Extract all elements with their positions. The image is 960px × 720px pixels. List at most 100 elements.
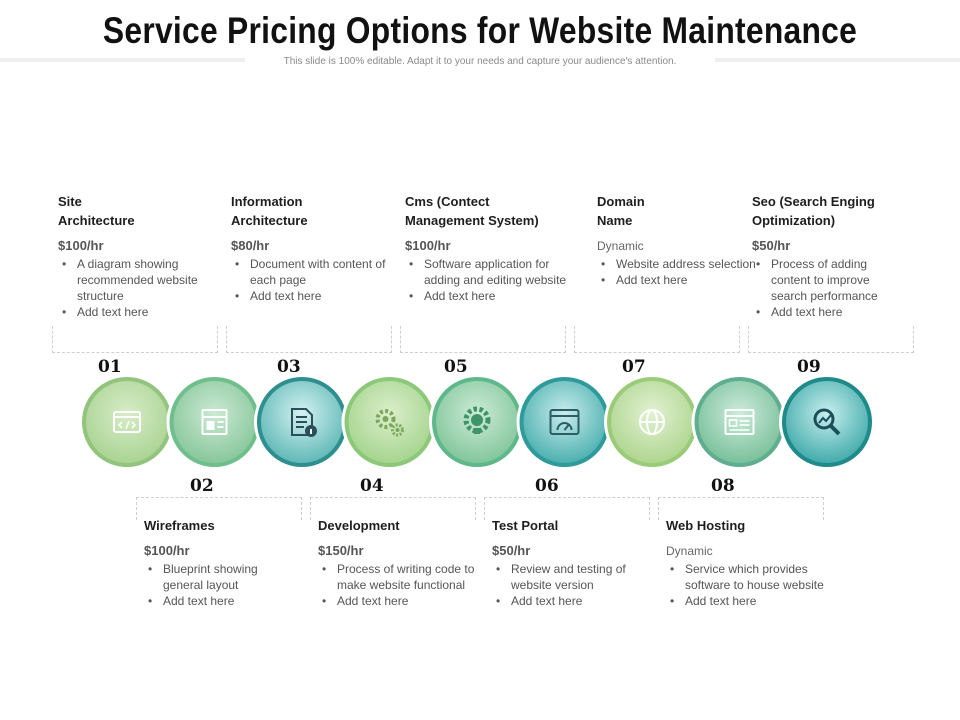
- list-item: Website address selection: [601, 256, 757, 272]
- step-number: 06: [535, 476, 559, 496]
- code-window-icon: [113, 411, 141, 433]
- wireframe-layout-icon: [201, 409, 228, 435]
- step-heading: Seo (Search Enging Optimization): [752, 194, 875, 228]
- list-item: Add text here: [148, 593, 304, 609]
- subtitle-rule-left: [0, 58, 245, 62]
- step-heading: Information Architecture: [231, 194, 308, 228]
- dashed-bracket: [136, 497, 302, 520]
- step-price: $100/hr: [144, 543, 190, 558]
- step-circle-07: [604, 374, 700, 470]
- step-circle-06: [516, 374, 613, 470]
- step-card-08: Web Hosting Dynamic Service which provid…: [666, 516, 826, 609]
- list-item: Review and testing of website version: [496, 561, 652, 593]
- list-item: Process of writing code to make website …: [322, 561, 478, 593]
- step-price: $50/hr: [492, 543, 531, 558]
- step-heading: Cms (Contect Management System): [405, 194, 539, 228]
- step-heading: Development: [318, 518, 400, 533]
- step-number: 02: [190, 476, 214, 496]
- list-item: Add text here: [601, 272, 757, 288]
- step-bullets: Software application for adding and edit…: [405, 256, 570, 304]
- step-circle-08: [691, 374, 788, 470]
- step-card-06: Test Portal $50/hr Review and testing of…: [492, 516, 652, 609]
- subtitle-rule-right: [715, 58, 960, 62]
- step-bullets: Process of adding content to improve sea…: [752, 256, 902, 320]
- dashed-bracket: [310, 497, 476, 520]
- step-price: $50/hr: [752, 238, 791, 253]
- browser-gauge-icon: [549, 409, 580, 435]
- circle-ring: [82, 377, 172, 467]
- step-heading: Test Portal: [492, 518, 559, 533]
- step-circle-09: [779, 374, 875, 470]
- step-card-02: Wireframes $100/hr Blueprint showing gen…: [144, 516, 304, 609]
- slide-title: Service Pricing Options for Website Main…: [102, 10, 858, 51]
- list-item: Add text here: [322, 593, 478, 609]
- step-bullets: Service which provides software to house…: [666, 561, 826, 609]
- list-item: Add text here: [670, 593, 826, 609]
- search-analytics-icon: [813, 408, 841, 436]
- step-price: $150/hr: [318, 543, 364, 558]
- circle-group: [79, 374, 875, 470]
- step-circle-01: [79, 374, 175, 470]
- list-item: Document with content of each page: [235, 256, 391, 288]
- step-heading: Wireframes: [144, 518, 215, 533]
- step-heading: Web Hosting: [666, 518, 746, 533]
- step-number: 09: [797, 357, 821, 377]
- step-circle-02: [166, 374, 263, 470]
- circle-ring: [782, 377, 872, 467]
- gears-icon: [375, 409, 404, 437]
- step-bullets: Blueprint showing general layout Add tex…: [144, 561, 304, 609]
- list-item: Add text here: [62, 304, 218, 320]
- list-item: Process of adding content to improve sea…: [756, 256, 902, 304]
- list-item: Add text here: [409, 288, 570, 304]
- step-heading: Site Architecture: [58, 194, 135, 228]
- dashed-bracket: [226, 326, 392, 353]
- step-price: Dynamic: [666, 544, 713, 558]
- step-bullets: Process of writing code to make website …: [318, 561, 478, 609]
- dashed-bracket: [52, 326, 218, 353]
- step-bullets: Website address selection Add text here: [597, 256, 757, 288]
- step-number: 05: [444, 357, 468, 377]
- list-item: Add text here: [235, 288, 391, 304]
- step-bullets: Review and testing of website version Ad…: [492, 561, 652, 609]
- circle-ring: [344, 377, 435, 467]
- step-circle-04: [341, 374, 438, 470]
- step-card-04: Development $150/hr Process of writing c…: [318, 516, 478, 609]
- list-item: Add text here: [756, 304, 902, 320]
- step-bullets: A diagram showing recommended website st…: [58, 256, 218, 320]
- step-circle-03: [254, 374, 350, 470]
- step-price: $100/hr: [58, 238, 104, 253]
- globe-icon: [639, 409, 665, 435]
- step-number: 01: [98, 357, 122, 377]
- slide-subtitle: This slide is 100% editable. Adapt it to…: [283, 56, 677, 67]
- step-number: 08: [711, 476, 735, 496]
- dashed-bracket: [574, 326, 740, 353]
- step-number: 04: [360, 476, 384, 496]
- step-price: Dynamic: [597, 239, 644, 253]
- step-number: 07: [622, 357, 646, 377]
- step-bullets: Document with content of each page Add t…: [231, 256, 391, 304]
- hosting-dashboard-icon: [724, 409, 755, 435]
- step-heading: Domain Name: [597, 194, 645, 228]
- step-price: $80/hr: [231, 238, 270, 253]
- document-info-icon: [291, 408, 317, 437]
- step-number: 03: [277, 357, 301, 377]
- list-item: Add text here: [496, 593, 652, 609]
- list-item: Service which provides software to house…: [670, 561, 826, 593]
- dashed-bracket: [400, 326, 566, 353]
- list-item: Blueprint showing general layout: [148, 561, 258, 593]
- dashed-bracket: [484, 497, 650, 520]
- step-circle-05: [429, 374, 525, 470]
- list-item: A diagram showing recommended website st…: [62, 256, 218, 304]
- list-item: Software application for adding and edit…: [409, 256, 570, 288]
- dashed-bracket: [658, 497, 824, 520]
- step-price: $100/hr: [405, 238, 451, 253]
- circle-ring: [694, 377, 785, 467]
- dashed-bracket: [748, 326, 914, 353]
- gear-bulb-icon: [463, 406, 491, 434]
